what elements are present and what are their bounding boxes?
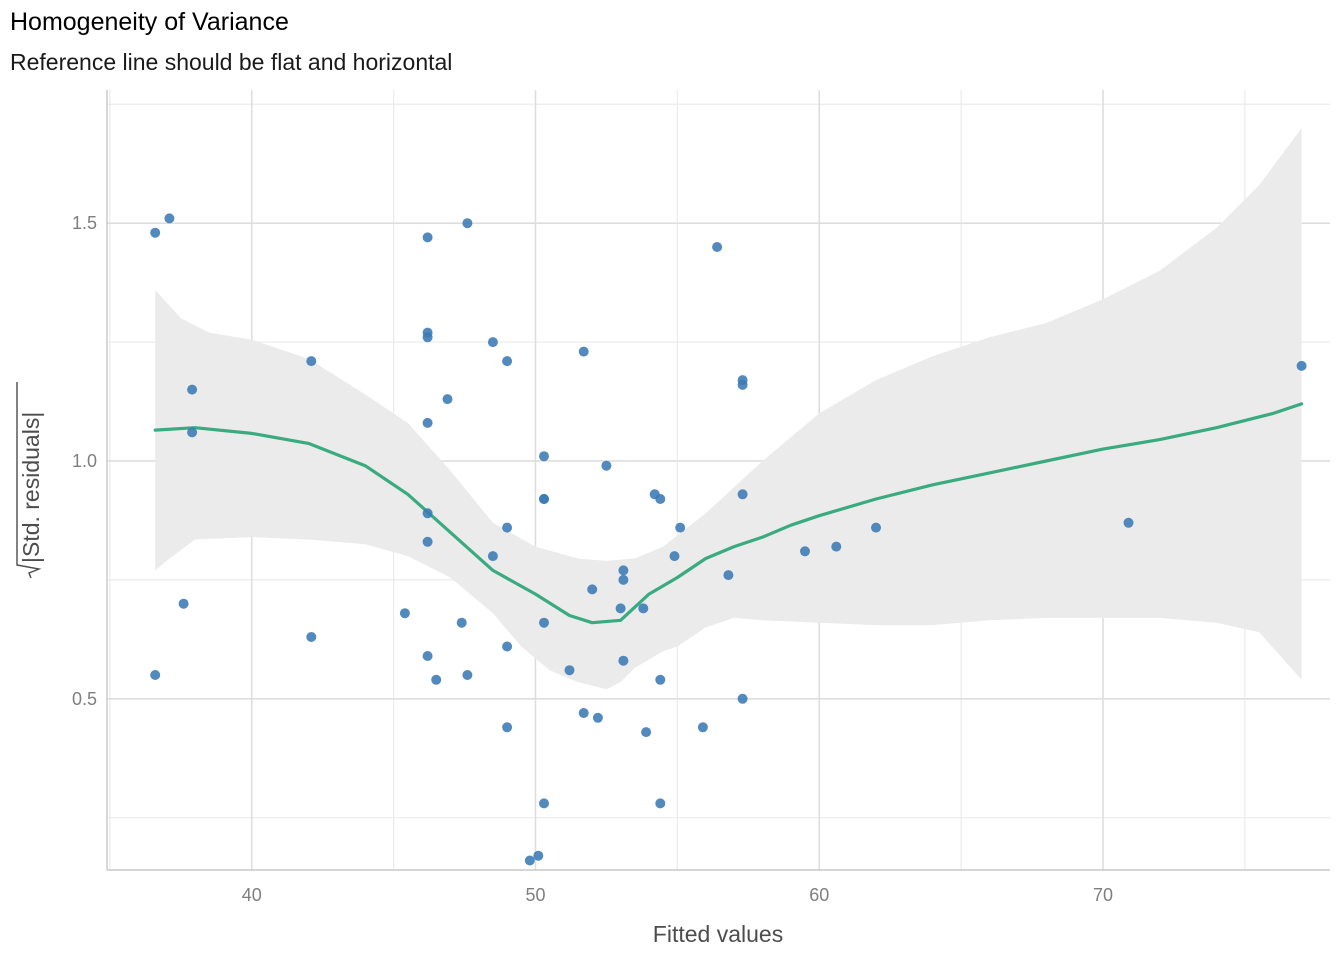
data-point xyxy=(150,670,161,680)
data-point xyxy=(306,632,317,642)
data-point xyxy=(502,722,513,733)
axis-lines xyxy=(106,90,1330,871)
x-tick-labels: 40 50 60 70 xyxy=(242,885,1113,905)
data-point xyxy=(187,427,198,438)
y-tick-label: 1.0 xyxy=(72,451,97,471)
chart-title: Homogeneity of Variance xyxy=(10,8,289,36)
data-point xyxy=(422,651,433,661)
data-point xyxy=(697,722,708,733)
data-point xyxy=(431,674,442,685)
data-point xyxy=(737,379,748,390)
data-point xyxy=(502,522,513,533)
confidence-band xyxy=(155,128,1302,690)
data-point xyxy=(524,855,535,866)
data-point xyxy=(655,494,666,504)
data-point xyxy=(306,356,317,367)
data-point xyxy=(422,508,433,519)
data-point xyxy=(1123,517,1134,528)
x-tick-label: 60 xyxy=(809,885,829,905)
data-point xyxy=(539,617,549,628)
data-point xyxy=(638,603,649,614)
data-point xyxy=(442,394,453,405)
chart-subtitle: Reference line should be flat and horizo… xyxy=(10,49,453,75)
data-point xyxy=(655,798,666,809)
data-point xyxy=(601,460,612,471)
data-point xyxy=(422,536,433,547)
data-point xyxy=(539,494,549,504)
data-points xyxy=(150,213,1307,866)
data-point xyxy=(723,570,734,581)
data-point xyxy=(578,708,589,718)
data-point xyxy=(456,617,467,628)
data-point xyxy=(1296,360,1307,371)
y-axis-title: |Std. residuals| xyxy=(18,412,44,563)
data-point xyxy=(618,655,629,666)
x-tick-label: 40 xyxy=(242,885,262,905)
data-point xyxy=(831,541,842,552)
data-point xyxy=(669,551,680,562)
smooth-line-path xyxy=(153,402,1304,625)
x-tick-label: 70 xyxy=(1093,885,1113,905)
data-point xyxy=(539,798,549,809)
data-point xyxy=(737,693,748,704)
data-point xyxy=(615,603,626,614)
data-point xyxy=(871,522,881,533)
data-point xyxy=(655,674,666,685)
data-point xyxy=(712,242,723,252)
data-point xyxy=(618,565,629,576)
data-point xyxy=(564,665,575,676)
data-point xyxy=(399,608,410,619)
data-point xyxy=(422,327,433,338)
data-point xyxy=(187,384,198,395)
data-point xyxy=(462,670,473,680)
data-point xyxy=(675,522,686,533)
data-point xyxy=(178,598,189,609)
data-point xyxy=(502,641,513,652)
data-point xyxy=(422,232,433,243)
data-point xyxy=(422,417,433,428)
data-point xyxy=(502,356,513,367)
data-point xyxy=(533,850,544,861)
data-point xyxy=(487,337,498,348)
data-point xyxy=(462,218,473,229)
data-point xyxy=(592,712,603,723)
data-point xyxy=(164,213,175,224)
y-tick-label: 0.5 xyxy=(72,689,97,709)
y-tick-labels: 0.5 1.0 1.5 xyxy=(72,213,97,709)
data-point xyxy=(618,574,629,585)
data-point xyxy=(578,346,589,357)
smooth-line xyxy=(153,402,1304,625)
confidence-band-area xyxy=(155,128,1302,690)
sqrt-symbol xyxy=(16,382,42,579)
data-point xyxy=(587,584,598,595)
data-point xyxy=(641,727,652,738)
data-point xyxy=(150,227,161,238)
x-tick-label: 50 xyxy=(525,885,545,905)
y-axis-title-group: |Std. residuals| xyxy=(16,382,44,579)
data-point xyxy=(737,489,748,500)
data-point xyxy=(487,551,498,562)
x-axis-title: Fitted values xyxy=(653,921,783,947)
y-tick-label: 1.5 xyxy=(72,213,97,233)
data-point xyxy=(539,451,549,462)
data-point xyxy=(800,546,810,557)
